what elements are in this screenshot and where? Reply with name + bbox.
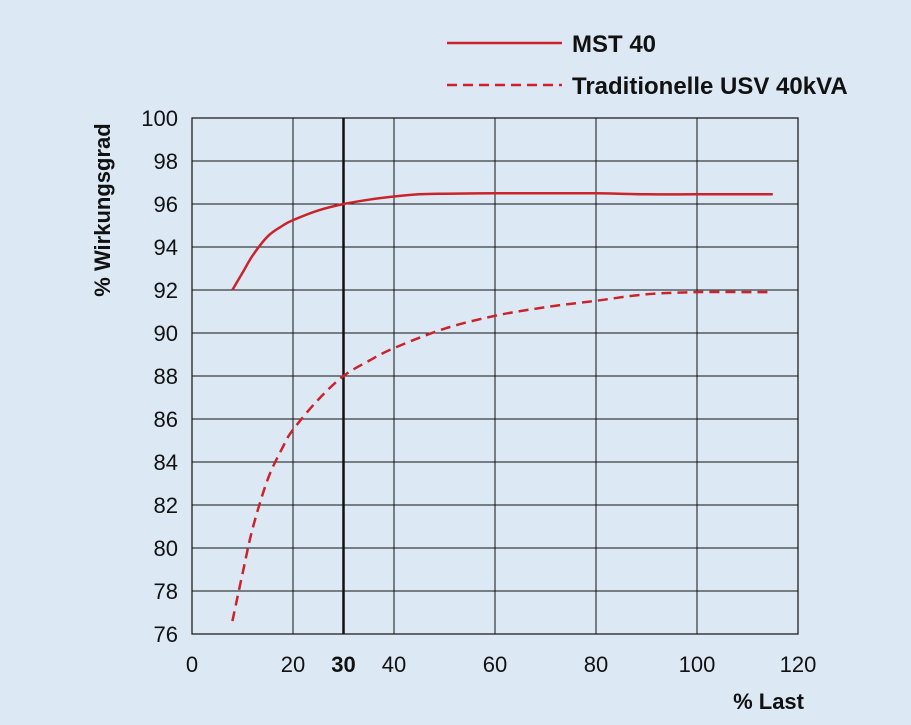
y-tick-label: 98: [154, 149, 178, 174]
y-axis-title: % Wirkungsgrad: [90, 123, 115, 296]
y-tick-label: 86: [154, 407, 178, 432]
series-line-traditionelle-usv: [231, 290, 773, 622]
y-tick-label: 100: [141, 106, 178, 131]
y-tick-label: 94: [154, 235, 178, 260]
y-tick-label: 78: [154, 579, 178, 604]
y-tick-label: 92: [154, 278, 178, 303]
x-tick-label: 20: [281, 652, 305, 677]
legend-label-mst-40: MST 40: [572, 31, 656, 58]
x-tick-label: 40: [382, 652, 406, 677]
x-tick-label: 0: [186, 652, 198, 677]
x-tick-label: 100: [679, 652, 716, 677]
y-tick-label: 80: [154, 536, 178, 561]
legend-label-traditionelle-usv: Traditionelle USV 40kVA: [572, 73, 848, 100]
series-line-mst-40: [231, 191, 773, 291]
y-tick-label: 84: [154, 450, 178, 475]
y-tick-label: 96: [154, 192, 178, 217]
x-tick-label: 80: [584, 652, 608, 677]
legend: MST 40 Traditionelle USV 40kVA: [447, 31, 848, 100]
x-tick-label: 120: [780, 652, 817, 677]
y-axis-ticks: 100 98 96 94 92 90 88 86 84 82 80 78 76: [141, 106, 178, 647]
y-tick-label: 76: [154, 622, 178, 647]
x-tick-label-highlight: 30: [331, 652, 355, 677]
data-series: [231, 191, 773, 622]
y-tick-label: 90: [154, 321, 178, 346]
y-tick-label: 88: [154, 364, 178, 389]
x-axis-ticks: 0 20 30 40 60 80 100 120: [186, 652, 816, 677]
x-tick-label: 60: [483, 652, 507, 677]
x-axis-title: % Last: [733, 689, 805, 714]
y-tick-label: 82: [154, 493, 178, 518]
